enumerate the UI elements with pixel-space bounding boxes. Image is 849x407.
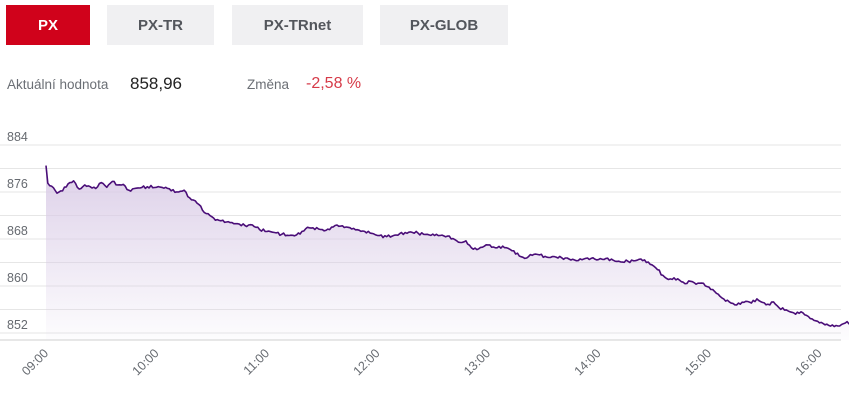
y-tick-label: 884 (7, 130, 28, 144)
x-tick-label: 15:00 (682, 346, 714, 378)
index-summary: Aktuální hodnota 858,96 Změna -2,58 % (0, 74, 849, 96)
tab-px-trnet[interactable]: PX-TRnet (232, 5, 363, 45)
x-tick-label: 11:00 (241, 346, 272, 377)
change-label: Změna (247, 77, 290, 92)
chart-series-line (45, 165, 849, 328)
tab-px[interactable]: PX (6, 5, 90, 45)
change-value: -2,58 % (306, 75, 362, 92)
y-tick-label: 852 (7, 318, 28, 332)
x-tick-label: 14:00 (572, 346, 604, 378)
chart-area-fill (46, 165, 849, 340)
x-tick-label: 12:00 (351, 346, 383, 378)
y-tick-label: 876 (7, 177, 28, 191)
x-tick-label: 09:00 (19, 346, 51, 378)
tab-px-glob[interactable]: PX-GLOB (380, 5, 508, 45)
x-tick-label: 13:00 (461, 346, 493, 378)
y-tick-label: 860 (7, 271, 28, 285)
current-value: 858,96 (130, 74, 182, 93)
current-value-label: Aktuální hodnota (7, 77, 109, 92)
x-tick-label: 10:00 (130, 346, 162, 378)
tab-px-tr[interactable]: PX-TR (107, 5, 214, 45)
x-tick-label: 16:00 (793, 346, 825, 378)
y-tick-label: 868 (7, 224, 28, 238)
